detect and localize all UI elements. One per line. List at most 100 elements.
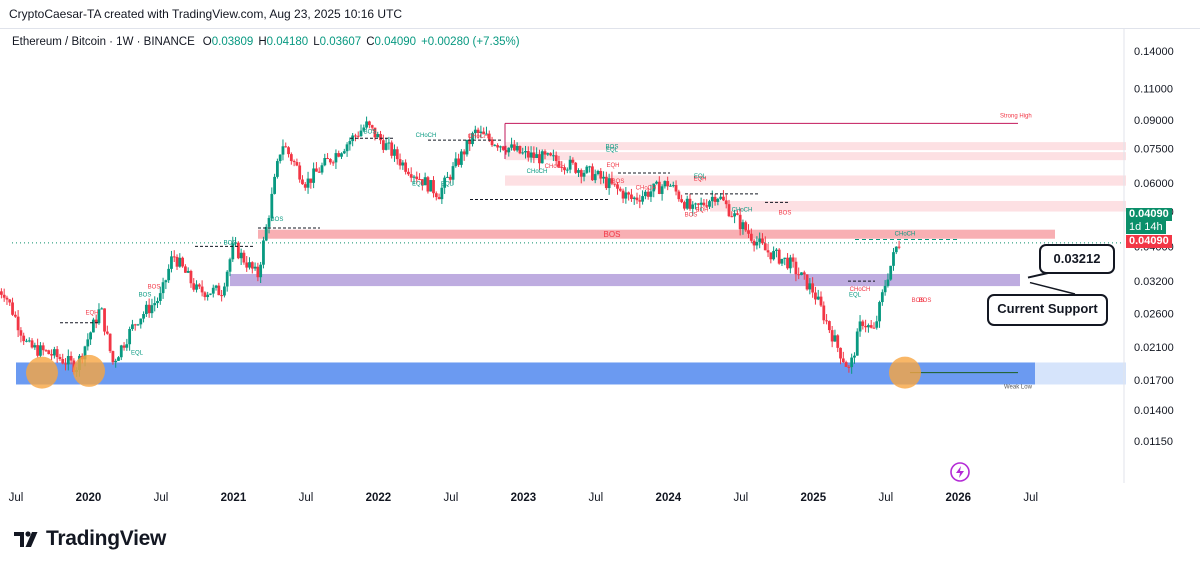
candle-body xyxy=(306,178,310,188)
candle-body xyxy=(122,345,126,348)
candle-body xyxy=(766,250,770,253)
candle-body xyxy=(409,174,413,178)
time-tick-label: Jul xyxy=(733,492,748,504)
candle-body xyxy=(596,170,600,175)
time-axis[interactable]: Jul 2020 Jul 2021 Jul 2022 Jul 2023 Jul 2024 Jul 20… xyxy=(9,492,1038,504)
candle-body xyxy=(150,305,154,314)
strong-high-label: Strong High xyxy=(1000,113,1032,119)
tradingview-logo[interactable]: TradingView xyxy=(14,527,166,551)
candle-body xyxy=(814,292,817,300)
candle-body xyxy=(510,144,513,148)
structure-label: BOS xyxy=(364,129,377,135)
candle-body xyxy=(270,193,274,218)
bottom-marker-circle xyxy=(26,356,58,389)
candle-body xyxy=(153,303,157,306)
candle-body xyxy=(47,350,51,355)
structure-label: BOS xyxy=(606,144,619,150)
candle-body xyxy=(16,316,20,331)
candle-body xyxy=(256,266,260,278)
candle-body xyxy=(217,285,221,296)
weak-low-label: Weak Low xyxy=(1004,385,1033,391)
legend-open-value: 0.03809 xyxy=(212,36,254,48)
candle-body xyxy=(627,192,631,195)
candle-body xyxy=(454,158,458,167)
candle-body xyxy=(680,199,684,203)
legend-high-label: H xyxy=(258,36,266,48)
time-tick-label: 2022 xyxy=(366,492,392,504)
candle-body xyxy=(462,151,466,155)
candle-body xyxy=(490,139,494,146)
candle-body xyxy=(643,191,647,197)
support-price-callout: 0.03212 xyxy=(1039,244,1115,274)
candle-body xyxy=(641,196,644,202)
candle-body xyxy=(741,222,745,230)
candle-body xyxy=(473,129,477,134)
candle-body xyxy=(663,181,667,187)
structure-label: BOS xyxy=(139,293,152,299)
candle-body xyxy=(705,205,709,207)
candle-body xyxy=(8,299,12,303)
candle-body xyxy=(440,187,444,200)
price-tick-label: 0.01700 xyxy=(1134,375,1174,387)
candle-body xyxy=(674,185,678,192)
candle-body xyxy=(724,200,728,205)
candle-body xyxy=(716,198,720,202)
candle-body xyxy=(669,185,672,187)
candle-body xyxy=(889,265,893,280)
candle-body xyxy=(448,176,452,180)
candle-body xyxy=(373,127,377,138)
attribution-bar: CryptoCaesar-TA created with TradingView… xyxy=(0,0,1200,29)
candle-body xyxy=(27,340,31,342)
candle-body xyxy=(144,304,148,315)
candle-body xyxy=(434,193,438,198)
candle-body xyxy=(696,203,700,205)
price-chart[interactable]: Ethereum / Bitcoin · 1W · BINANCE O 0.03… xyxy=(0,28,1200,518)
candle-body xyxy=(348,141,352,145)
candle-body xyxy=(630,194,633,199)
candle-body xyxy=(465,139,469,155)
candle-body xyxy=(317,171,321,173)
bottom-marker-circle xyxy=(73,354,105,387)
candle-body xyxy=(710,196,714,202)
candle-body xyxy=(164,280,168,283)
candle-body xyxy=(303,184,307,188)
candle-body xyxy=(749,233,753,241)
candle-body xyxy=(836,335,840,348)
candle-body xyxy=(493,145,497,147)
candle-body xyxy=(94,319,98,324)
candle-body xyxy=(755,241,759,246)
candle-body xyxy=(886,279,890,286)
candle-body xyxy=(727,204,731,217)
candle-body xyxy=(607,178,611,189)
lightning-icon[interactable] xyxy=(950,462,970,482)
candle-body xyxy=(250,262,254,269)
candle-body xyxy=(108,333,112,352)
candle-body xyxy=(253,266,257,269)
candle-body xyxy=(161,282,165,294)
candle-body xyxy=(231,243,235,260)
candle-body xyxy=(22,335,26,342)
time-tick-label: Jul xyxy=(9,492,24,504)
candle-body xyxy=(892,252,895,266)
candle-body xyxy=(323,158,327,166)
candle-body xyxy=(512,144,516,151)
structure-label: EQL xyxy=(131,350,144,356)
candle-body xyxy=(482,131,486,134)
candle-body xyxy=(192,283,196,290)
candle-body xyxy=(234,242,237,244)
candle-body xyxy=(574,162,578,173)
candle-body xyxy=(543,151,547,155)
candle-body xyxy=(858,321,862,332)
candle-body xyxy=(443,177,447,188)
structure-label: BOS xyxy=(685,212,698,218)
candle-body xyxy=(691,204,695,209)
candle-body xyxy=(780,258,784,264)
candle-body xyxy=(604,176,608,189)
candle-body xyxy=(13,314,17,317)
candle-body xyxy=(585,166,589,173)
candle-body xyxy=(5,297,9,300)
candle-body xyxy=(769,252,773,260)
candle-body xyxy=(114,360,118,363)
candle-body xyxy=(429,180,433,192)
